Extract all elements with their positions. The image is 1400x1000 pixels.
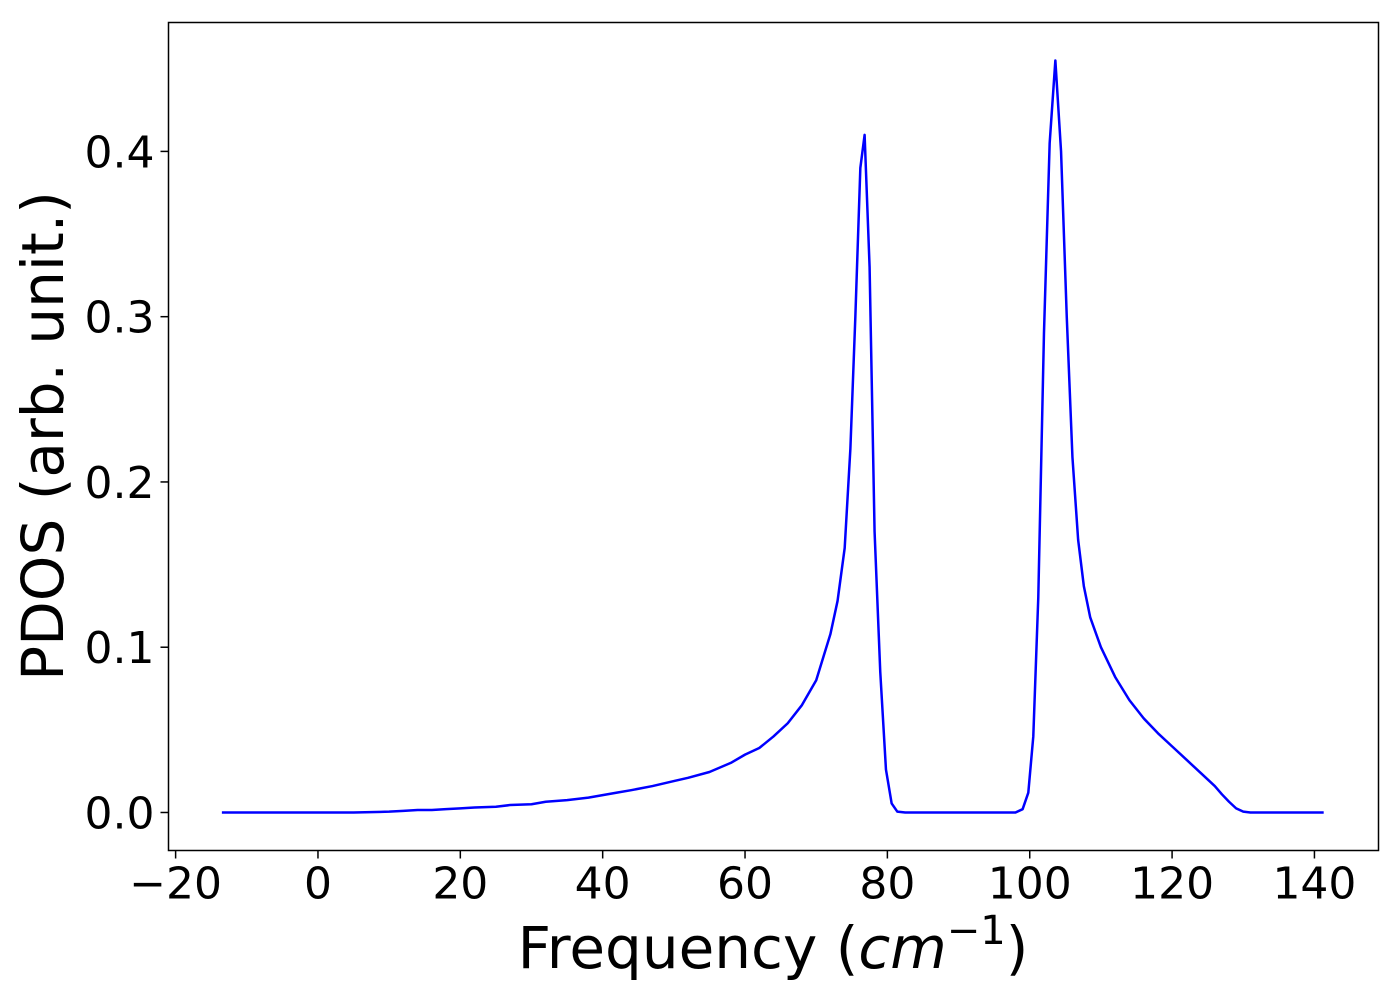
plot-area-frame	[167, 21, 1380, 852]
x-axis-title-close-paren: )	[1006, 914, 1029, 982]
y-tick-label: 0.4	[85, 127, 155, 178]
x-axis-title-main: Frequency	[518, 914, 818, 982]
x-tick-label: 100	[988, 859, 1072, 910]
x-tick-label: −20	[129, 859, 222, 910]
x-axis-title-unit: cm	[858, 914, 946, 982]
pdos-series-line	[221, 59, 1324, 814]
x-axis-title: Frequency (cm−1)	[518, 908, 1029, 982]
y-tick-label: 0.2	[85, 458, 155, 509]
series-layer	[221, 59, 1324, 814]
x-tick-label: 140	[1272, 859, 1356, 910]
y-tick-label: 0.3	[85, 293, 155, 344]
x-tick-label: 0	[304, 859, 332, 910]
y-axis-title: PDOS (arb. unit.)	[9, 191, 77, 681]
x-axis-title-unit-exp: −1	[947, 908, 1006, 954]
x-tick-label: 80	[859, 859, 915, 910]
x-tick-label: 120	[1130, 859, 1214, 910]
x-axis-title-open-paren: (	[817, 914, 858, 982]
y-axis-ticks: 0.0 0.1 0.2 0.3 0.4	[85, 127, 169, 839]
x-axis-ticks: −20 0 20 40 60 80 100 120 140	[129, 850, 1356, 910]
y-tick-label: 0.1	[85, 623, 155, 674]
x-tick-label: 60	[717, 859, 773, 910]
y-tick-label: 0.0	[85, 788, 155, 839]
x-tick-label: 40	[575, 859, 631, 910]
x-tick-label: 20	[432, 859, 488, 910]
